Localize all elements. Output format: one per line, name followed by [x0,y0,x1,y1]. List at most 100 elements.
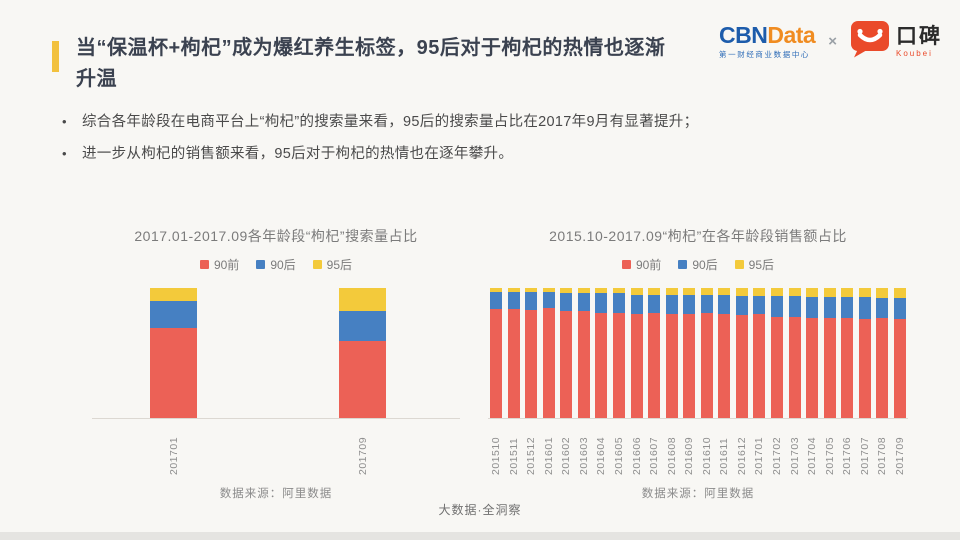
bar-area [893,288,906,418]
bar-area [630,288,643,418]
bar-area [339,288,386,418]
bar-segment-90前 [788,316,801,418]
x-axis-label: 201701 [753,436,766,475]
legend-item-90前: 90前 [199,256,239,273]
bar-segment-95后 [788,288,801,296]
bullet-search-share: 综合各年龄段在电商平台上“枸杞”的搜索量来看，95后的搜索量占比在2017年9月… [58,112,718,132]
stacked-bar [525,288,538,418]
bar-column: 201701 [150,288,197,475]
summary-bullets: 综合各年龄段在电商平台上“枸杞”的搜索量来看，95后的搜索量占比在2017年9月… [58,112,718,176]
bar-segment-90前 [150,328,197,418]
koubei-smiley-icon [850,20,890,63]
bar-column: 201707 [858,288,871,475]
bar-segment-90后 [718,294,731,314]
stacked-bar [490,288,502,418]
bar-segment-95后 [718,288,731,295]
bar-segment-95后 [339,288,386,312]
bar-column: 201607 [648,288,661,475]
bar-column: 201701 [753,288,766,475]
x-axis-label: 201606 [630,436,643,475]
bar-segment-90前 [542,307,555,418]
legend-item-90后: 90后 [256,256,296,273]
koubei-latin: Koubei [896,48,933,58]
footer-watermark: 大数据·全洞察 [438,503,522,517]
bar-segment-90前 [876,317,889,418]
stacked-bar [823,288,836,418]
koubei-wordmark: 口碑 Koubei [896,24,942,58]
legend-swatch [734,260,744,269]
bar-column: 201705 [823,288,836,475]
bar-segment-90前 [490,308,502,418]
bar-column: 201611 [718,288,731,475]
x-axis-label: 201603 [577,436,590,475]
legend-label: 90后 [692,258,718,272]
bar-segment-90后 [612,293,625,313]
bar-segment-90前 [339,341,386,418]
bar-segment-95后 [595,288,608,294]
bar-segment-90前 [665,314,678,418]
bar-segment-90后 [630,294,643,314]
bar-area [735,288,748,418]
stacked-bar [735,288,748,418]
legend-swatch [256,260,266,269]
bar-area [648,288,661,418]
bar-segment-90前 [525,310,538,418]
chart-title: 2017.01-2017.09各年龄段“枸杞”搜索量占比 [134,228,418,244]
bar-column: 201709 [893,288,906,475]
data-source-note: 数据来源：阿里数据 [641,488,755,500]
bar-segment-90后 [683,294,696,314]
bar-column: 201709 [339,288,386,475]
legend-label: 90前 [635,258,662,272]
bar-segment-90后 [753,295,766,314]
bar-column: 201511 [507,288,520,475]
bar-segment-90前 [735,315,748,418]
koubei-name: 口碑 [896,24,942,48]
bar-segment-95后 [577,288,590,294]
cbndata-wordmark-data: Data [767,22,816,48]
brand-logos: CBNData 第一财经商业数据中心 × 口碑 Koubei [719,20,942,63]
bar-area [577,288,590,418]
bar-column: 201609 [683,288,696,475]
cbndata-wordmark-cbn: CBN [719,22,768,48]
bar-segment-90前 [858,319,871,418]
bar-segment-95后 [612,288,625,294]
chart-legend: 90前 90后 95后 [488,256,908,273]
search-share-chart: 2017.01-2017.09各年龄段“枸杞”搜索量占比 90前 90后 95后 2… [92,226,460,501]
stacked-bar [150,288,197,418]
bar-segment-95后 [823,288,836,298]
bar-segment-90后 [858,297,871,320]
bar-segment-95后 [630,288,643,295]
bar-area [876,288,889,418]
bar-segment-90后 [841,297,854,318]
bar-segment-90后 [876,298,889,318]
x-axis-label: 201703 [788,436,801,475]
stacked-bar [893,288,906,418]
x-axis-label: 201512 [525,436,538,475]
x-axis-label: 201702 [771,436,783,475]
bar-segment-90前 [806,317,819,418]
x-axis-label: 201604 [595,436,608,475]
legend-swatch [199,260,209,269]
stacked-bar [806,288,819,418]
bar-segment-90前 [893,319,906,418]
bar-column: 201606 [630,288,643,475]
bar-segment-90前 [612,312,625,418]
stacked-bar [507,288,520,418]
x-axis-label: 201707 [858,436,871,475]
data-source-note: 数据来源：阿里数据 [219,488,333,500]
legend-swatch [678,260,688,269]
bar-segment-90前 [648,312,661,418]
bar-segment-90后 [771,295,783,317]
x-axis-label: 201610 [700,436,713,475]
bar-segment-95后 [665,288,678,295]
bar-segment-90前 [700,312,713,418]
bar-area [560,288,573,418]
stacked-bar [595,288,608,418]
bar-area [665,288,678,418]
bar-segment-95后 [876,288,889,299]
stacked-bar [665,288,678,418]
bar-segment-90后 [806,297,819,318]
x-axis-label: 201510 [490,436,502,475]
title-accent-bar [52,41,59,72]
x-axis-label: 201608 [665,436,678,475]
